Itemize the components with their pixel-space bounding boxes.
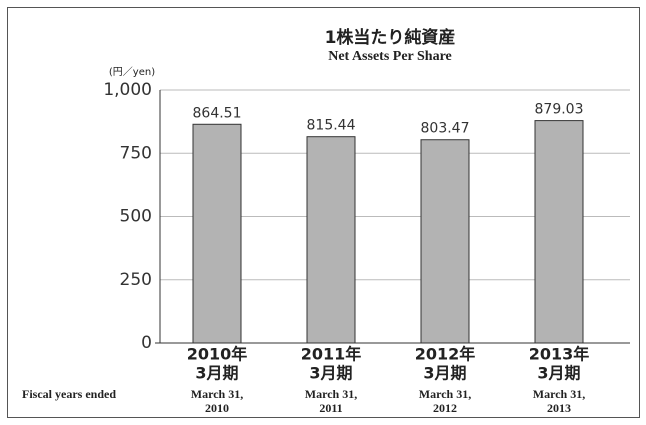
x-tick-label: 2010年: [187, 345, 248, 364]
bar: [306, 136, 356, 344]
x-tick-label: 3月期: [537, 364, 580, 383]
data-label: 803.47: [421, 121, 470, 137]
x-tick-label-en: March 31,: [419, 387, 471, 401]
y-tick-label: 750: [120, 143, 152, 163]
data-label: 815.44: [307, 118, 356, 134]
y-unit: (円／yen): [109, 66, 155, 78]
x-tick-label: 2013年: [529, 345, 590, 364]
x-tick-label-en: 2011: [319, 401, 342, 415]
bar: [534, 120, 584, 344]
x-tick-label-en: March 31,: [191, 387, 243, 401]
y-tick-label: 250: [120, 270, 152, 290]
x-label: Fiscal years ended: [22, 387, 116, 401]
bar: [420, 139, 470, 344]
x-tick-label: 2011年: [301, 345, 362, 364]
y-tick-label: 1,000: [103, 80, 152, 100]
x-tick-label: 3月期: [423, 364, 466, 383]
chart-subtitle: Net Assets Per Share: [328, 49, 452, 64]
data-label: 864.51: [193, 105, 242, 121]
x-tick-label-en: March 31,: [533, 387, 585, 401]
y-tick-label: 0: [141, 333, 152, 353]
x-tick-label: 3月期: [195, 364, 238, 383]
x-tick-label-en: 2012: [433, 401, 457, 415]
y-tick-label: 500: [120, 207, 152, 227]
x-tick-label-en: March 31,: [305, 387, 357, 401]
x-tick-label-en: 2010: [205, 401, 229, 415]
chart-title: 1株当たり純資産: [325, 27, 456, 48]
x-tick-label: 2012年: [415, 345, 476, 364]
data-label: 879.03: [535, 102, 584, 118]
bar: [192, 123, 242, 344]
frame: [7, 7, 640, 418]
x-tick-label: 3月期: [309, 364, 352, 383]
x-tick-label-en: 2013: [547, 401, 571, 415]
